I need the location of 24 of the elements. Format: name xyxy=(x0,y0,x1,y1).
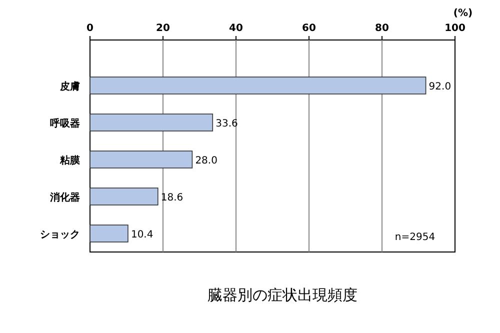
bar xyxy=(90,114,214,132)
x-tick-label: 80 xyxy=(375,23,389,34)
bar xyxy=(90,224,128,242)
data-label: 18.6 xyxy=(160,192,184,204)
y-tick-label: 消化器 xyxy=(49,192,80,204)
y-tick-label: 粘膜 xyxy=(59,154,81,166)
x-tick-label: 0 xyxy=(86,23,94,34)
data-label: 33.6 xyxy=(216,118,238,130)
y-tick-label: ショック xyxy=(40,230,80,240)
bar xyxy=(90,76,426,94)
x-tick-label: 20 xyxy=(156,23,170,34)
data-label: 10.4 xyxy=(130,230,154,240)
data-label: 28.0 xyxy=(195,156,218,166)
text: 臓器別の症状出現頻度 xyxy=(208,286,358,304)
x-tick-label: 40 xyxy=(229,23,243,34)
y-tick-label: 呼吸器 xyxy=(50,118,80,130)
bar xyxy=(90,188,158,206)
data-label: 92.0 xyxy=(428,82,452,92)
x-tick-label: 100 xyxy=(444,23,466,34)
x-axis-title: (%) xyxy=(453,8,473,19)
x-tick-label: 60 xyxy=(302,23,316,34)
bar xyxy=(90,150,193,168)
annotation: n=2954 xyxy=(394,232,436,243)
y-tick-label: 皮膚 xyxy=(59,80,80,92)
